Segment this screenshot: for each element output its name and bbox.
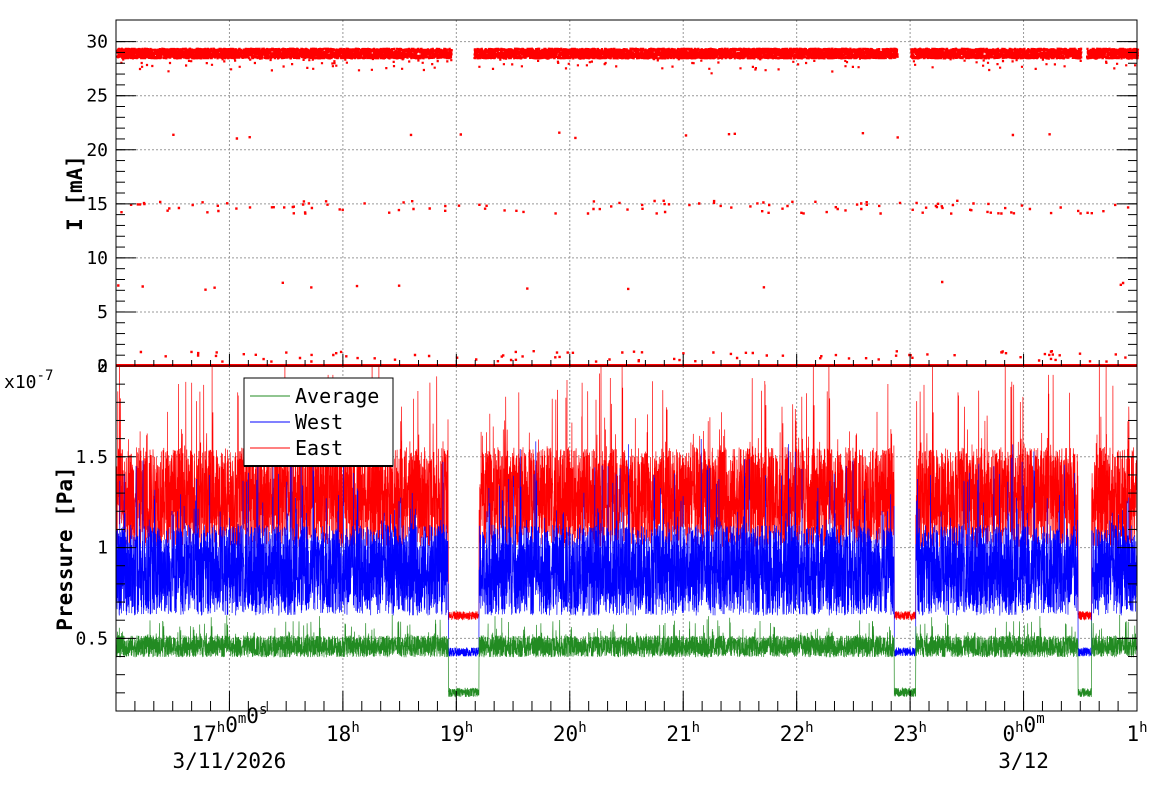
- current-y-tick-label: 0: [97, 356, 108, 377]
- time-tick-label: 20h: [553, 720, 587, 746]
- time-tick-unit: h: [919, 720, 927, 736]
- time-tick-label: 1h: [1126, 720, 1147, 746]
- legend-label-west: West: [295, 410, 343, 434]
- pressure-y-axis-title: Pressure [Pa]: [53, 466, 77, 630]
- time-tick-label: 17h0m0s: [191, 702, 267, 746]
- time-tick-unit: h: [692, 720, 700, 736]
- current-y-axis-title: I [mA]: [63, 155, 87, 231]
- time-tick-value: 0: [246, 704, 259, 728]
- pressure-y-tick-label: 1: [97, 538, 108, 559]
- current-y-tick-label: 20: [86, 140, 108, 161]
- time-tick-unit: h: [805, 720, 813, 736]
- exponent-base: x10: [4, 372, 37, 393]
- time-tick-value: 18: [326, 722, 351, 746]
- pressure-line-east: [116, 366, 1137, 622]
- time-tick-label: 23h: [893, 720, 927, 746]
- time-tick-value: 21: [666, 722, 691, 746]
- current-y-tick-label: 5: [97, 302, 108, 323]
- pressure-y-tick-label: 1.5: [75, 447, 108, 468]
- current-y-tick-label: 30: [86, 32, 108, 53]
- pressure-y-tick-label: 2: [97, 356, 108, 377]
- time-tick-value: 20: [553, 722, 578, 746]
- time-tick-unit: m: [238, 711, 246, 727]
- pressure-series: [116, 366, 1137, 698]
- legend-label-east: East: [295, 436, 343, 460]
- time-tick-label: 21h: [666, 720, 700, 746]
- exponent-power: -7: [37, 368, 54, 384]
- time-tick-label: 0h0m: [1002, 711, 1044, 746]
- time-tick-label: 19h: [439, 720, 473, 746]
- time-tick-label: 18h: [326, 720, 360, 746]
- current-main-level-points: [116, 47, 1140, 75]
- time-tick-value: 0: [225, 713, 238, 737]
- time-tick-unit: h: [1015, 720, 1023, 736]
- time-tick-date: 3/11/2026: [173, 749, 287, 773]
- pressure-y-tick-label: 0.5: [75, 628, 108, 649]
- time-tick-label: 22h: [780, 720, 814, 746]
- time-tick-value: 1: [1126, 722, 1139, 746]
- time-tick-unit: s: [259, 702, 267, 718]
- time-tick-value: 19: [439, 722, 464, 746]
- time-tick-date: 3/12: [998, 749, 1049, 773]
- legend-label-average: Average: [295, 384, 379, 408]
- time-tick-unit: h: [465, 720, 473, 736]
- current-y-tick-label: 15: [86, 194, 108, 215]
- time-tick-value: 0: [1024, 713, 1037, 737]
- current-y-tick-label: 10: [86, 248, 108, 269]
- time-tick-value: 17: [191, 722, 216, 746]
- time-tick-unit: h: [217, 720, 225, 736]
- time-tick-value: 22: [780, 722, 805, 746]
- time-tick-unit: h: [351, 720, 359, 736]
- current-plot-area: [116, 20, 1137, 366]
- time-tick-value: 23: [893, 722, 918, 746]
- pressure-line-average: [116, 614, 1137, 698]
- pressure-exponent-label: x10-7: [4, 368, 53, 393]
- time-tick-unit: h: [1139, 720, 1147, 736]
- pressure-line-west: [116, 438, 1137, 657]
- time-tick-unit: h: [578, 720, 586, 736]
- time-tick-unit: m: [1036, 711, 1044, 727]
- current-y-tick-label: 25: [86, 86, 108, 107]
- time-tick-value: 0: [1002, 722, 1015, 746]
